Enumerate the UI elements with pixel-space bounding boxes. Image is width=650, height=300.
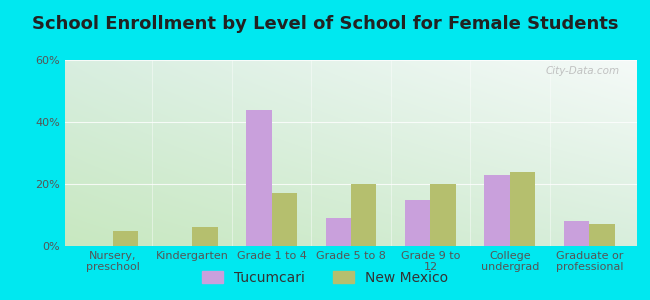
Text: City-Data.com: City-Data.com (546, 66, 620, 76)
Bar (351, 184, 376, 246)
Text: School Enrollment by Level of School for Female Students: School Enrollment by Level of School for… (32, 15, 618, 33)
Bar (405, 200, 430, 246)
Legend: Tucumcari, New Mexico: Tucumcari, New Mexico (196, 265, 454, 290)
Bar (112, 230, 138, 246)
Bar (246, 110, 272, 246)
Bar (192, 227, 218, 246)
Bar (484, 175, 510, 246)
Bar (430, 184, 456, 246)
Bar (564, 221, 590, 246)
Bar (326, 218, 351, 246)
Bar (510, 172, 536, 246)
Bar (272, 193, 297, 246)
Bar (590, 224, 615, 246)
